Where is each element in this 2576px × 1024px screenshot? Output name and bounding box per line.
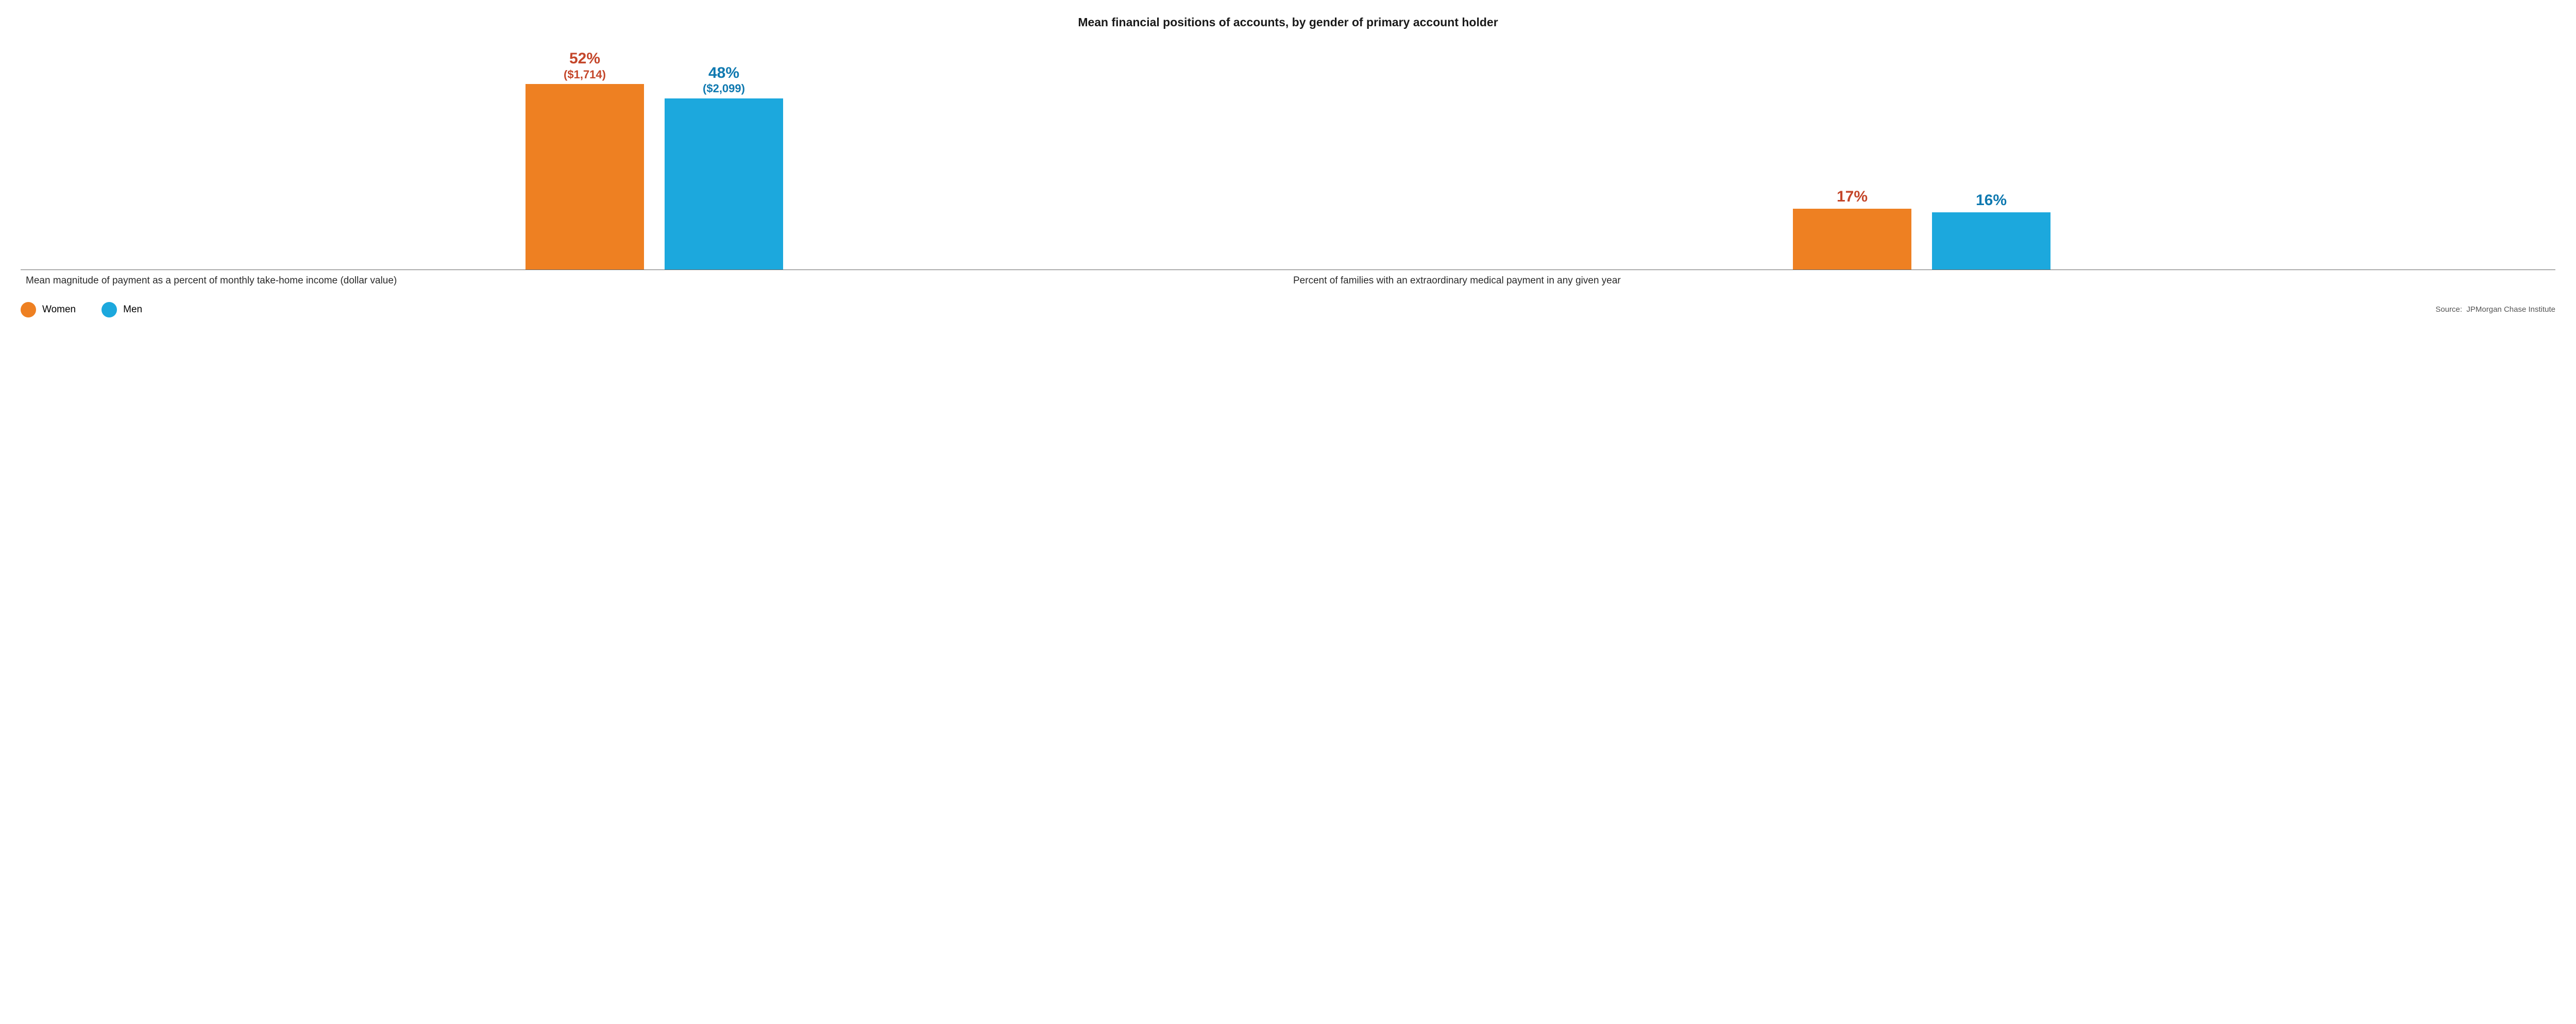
value-sub: ($1,714) — [564, 68, 606, 81]
bar-label-g1-women: 17% — [1837, 188, 1868, 206]
bar-rect — [1793, 209, 1911, 270]
source-label: Source: — [2435, 305, 2462, 314]
legend-label-women: Women — [42, 304, 76, 315]
legend-label-men: Men — [123, 304, 142, 315]
axis-label-1: Percent of families with an extraordinar… — [1288, 275, 2555, 287]
axis-label-0: Mean magnitude of payment as a percent o… — [21, 275, 1288, 287]
bar-rect — [665, 98, 783, 270]
bar-g1-men: 16% — [1932, 192, 2050, 270]
source: Source: JPMorgan Chase Institute — [2435, 305, 2555, 314]
chart-area: 52% ($1,714) 48% ($2,099) 17% — [21, 50, 2555, 287]
bar-label-g0-women: 52% ($1,714) — [564, 50, 606, 81]
bar-label-g1-men: 16% — [1976, 192, 2007, 210]
source-text: JPMorgan Chase Institute — [2466, 305, 2555, 314]
bar-label-g0-men: 48% ($2,099) — [703, 64, 745, 95]
bar-groups: 52% ($1,714) 48% ($2,099) 17% — [21, 50, 2555, 270]
axis-labels: Mean magnitude of payment as a percent o… — [21, 275, 2555, 287]
value-sub: ($2,099) — [703, 82, 745, 95]
bar-g0-women: 52% ($1,714) — [526, 50, 644, 270]
group-0: 52% ($1,714) 48% ($2,099) — [21, 50, 1288, 270]
bar-rect — [1932, 212, 2050, 270]
group-1: 17% 16% — [1288, 188, 2555, 270]
value-pct: 16% — [1976, 192, 2007, 210]
bar-rect — [526, 84, 644, 270]
swatch-men — [101, 302, 117, 317]
value-pct: 48% — [708, 64, 739, 82]
bar-g0-men: 48% ($2,099) — [665, 64, 783, 270]
chart-title: Mean financial positions of accounts, by… — [21, 15, 2555, 29]
swatch-women — [21, 302, 36, 317]
legend-item-men: Men — [101, 302, 142, 317]
legend-item-women: Women — [21, 302, 76, 317]
footer: Women Men Source: JPMorgan Chase Institu… — [21, 302, 2555, 317]
value-pct: 52% — [569, 50, 600, 68]
bar-g1-women: 17% — [1793, 188, 1911, 270]
legend: Women Men — [21, 302, 142, 317]
value-pct: 17% — [1837, 188, 1868, 206]
